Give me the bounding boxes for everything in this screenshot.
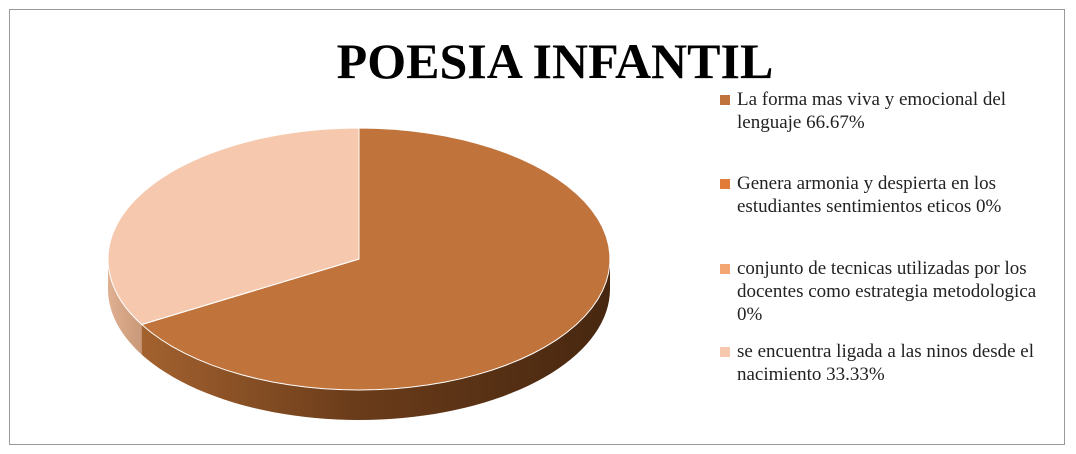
legend-text: conjunto de tecnicas utilizadas por los … bbox=[737, 257, 1055, 326]
pie-slice bbox=[140, 127, 611, 391]
legend-swatch bbox=[720, 179, 730, 189]
legend-text: Genera armonia y despierta en los estudi… bbox=[737, 172, 1055, 218]
legend-value: 0% bbox=[737, 304, 763, 325]
legend-swatch bbox=[720, 347, 730, 357]
pie-slice bbox=[107, 127, 360, 326]
legend-entry: conjunto de tecnicas utilizadas por los … bbox=[720, 257, 1055, 326]
legend-value: 33.33% bbox=[826, 364, 885, 385]
legend-entry: Genera armonia y despierta en los estudi… bbox=[720, 172, 1055, 218]
legend-label: La forma mas viva y emocional del lengua… bbox=[737, 89, 1007, 133]
pie-side bbox=[141, 259, 610, 420]
legend-entry: se encuentra ligada a las ninos desde el… bbox=[720, 340, 1055, 386]
legend-text: se encuentra ligada a las ninos desde el… bbox=[737, 340, 1055, 386]
legend-value: 0% bbox=[976, 196, 1002, 217]
legend-value: 66.67% bbox=[806, 112, 865, 133]
legend-label: Genera armonia y despierta en los estudi… bbox=[737, 173, 997, 217]
legend-swatch bbox=[720, 95, 730, 105]
legend-label: se encuentra ligada a las ninos desde el… bbox=[737, 341, 1035, 385]
legend-text: La forma mas viva y emocional del lengua… bbox=[737, 88, 1055, 134]
chart-title: POESIA INFANTIL bbox=[336, 33, 774, 89]
legend-label: conjunto de tecnicas utilizadas por los … bbox=[737, 258, 1037, 302]
legend-entry: La forma mas viva y emocional del lengua… bbox=[720, 88, 1055, 134]
legend-swatch bbox=[720, 264, 730, 274]
chart-frame bbox=[9, 9, 1065, 445]
